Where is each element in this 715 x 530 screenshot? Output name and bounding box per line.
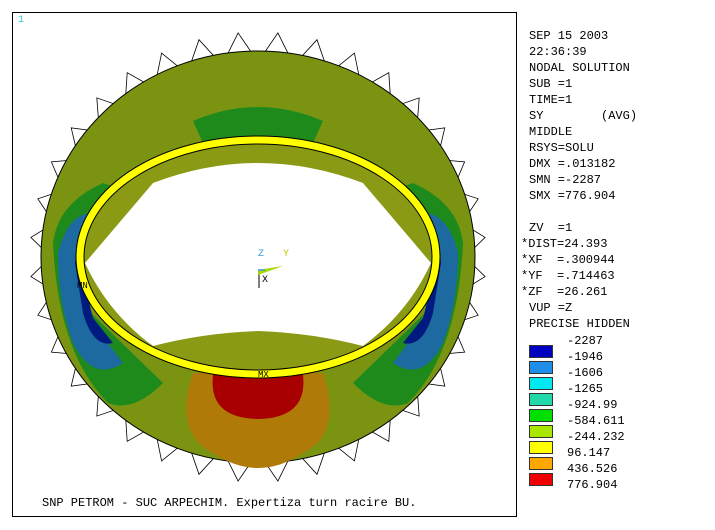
legend-color-box (529, 345, 553, 358)
legend-label: -924.99 (567, 398, 618, 412)
triad-y-axis (258, 266, 283, 275)
legend-color-box (529, 425, 553, 438)
plot-caption: SNP PETROM - SUC ARPECHIM. Expertiza tur… (42, 496, 417, 510)
triad-x-label: X (262, 275, 269, 286)
graphics-viewport[interactable]: 1 Z Y X MN MX (12, 12, 517, 517)
right-blue-zone (393, 213, 458, 370)
shell-opening (85, 163, 431, 346)
info-smn: SMN =-2287 (529, 173, 602, 187)
legend-color-box (529, 393, 553, 406)
info-layer: MIDDLE (529, 125, 573, 139)
info-solution: NODAL SOLUTION (529, 61, 630, 75)
window-number: 1 (18, 15, 25, 26)
legend-color-box (529, 473, 553, 486)
info-xf: *XF =.300944 (521, 253, 615, 267)
legend-color-box (529, 377, 553, 390)
min-marker: MN (77, 281, 88, 291)
triad-z-label: Z (258, 249, 265, 260)
info-time: 22:36:39 (529, 45, 587, 59)
top-stress-zone (193, 107, 323, 143)
legend-label: -1606 (567, 366, 604, 380)
legend-color-box (529, 457, 553, 470)
info-hidden: PRECISE HIDDEN (529, 317, 630, 331)
legend-color-box (529, 409, 553, 422)
legend-label: 776.904 (567, 478, 618, 492)
triad-y-label: Y (283, 249, 290, 260)
info-dist: *DIST=24.393 (521, 237, 608, 251)
info-date: SEP 15 2003 (529, 29, 609, 43)
info-spacer (529, 204, 637, 220)
legend-label: -1265 (567, 382, 604, 396)
max-marker: MX (258, 370, 269, 380)
left-blue-zone (58, 213, 123, 370)
legend-label: 436.526 (567, 462, 618, 476)
legend-color-box (529, 441, 553, 454)
max-stress-zone (212, 375, 304, 419)
info-panel: SEP 15 2003 22:36:39 NODAL SOLUTION SUB =1 T… (521, 28, 638, 332)
info-dmx: DMX =.013182 (529, 157, 616, 171)
model-plot (30, 32, 486, 482)
info-smx: SMX =776.904 (529, 189, 616, 203)
info-item: SY (AVG) (529, 109, 638, 123)
info-vup: VUP =Z (529, 301, 573, 315)
info-zf: *ZF =26.261 (521, 285, 608, 299)
legend-color-box (529, 361, 553, 374)
legend-label: -244.232 (567, 430, 625, 444)
legend-label: -1946 (567, 350, 604, 364)
stiffener-ring (76, 136, 440, 378)
info-sub: SUB =1 (529, 77, 573, 91)
info-rsys: RSYS=SOLU (529, 141, 594, 155)
info-time-step: TIME=1 (529, 93, 573, 107)
legend-label: 96.147 (567, 446, 611, 460)
info-yf: *YF =.714463 (521, 269, 615, 283)
legend-label: -2287 (567, 334, 604, 348)
legend-label: -584.611 (567, 414, 625, 428)
info-zv: ZV =1 (529, 221, 573, 235)
